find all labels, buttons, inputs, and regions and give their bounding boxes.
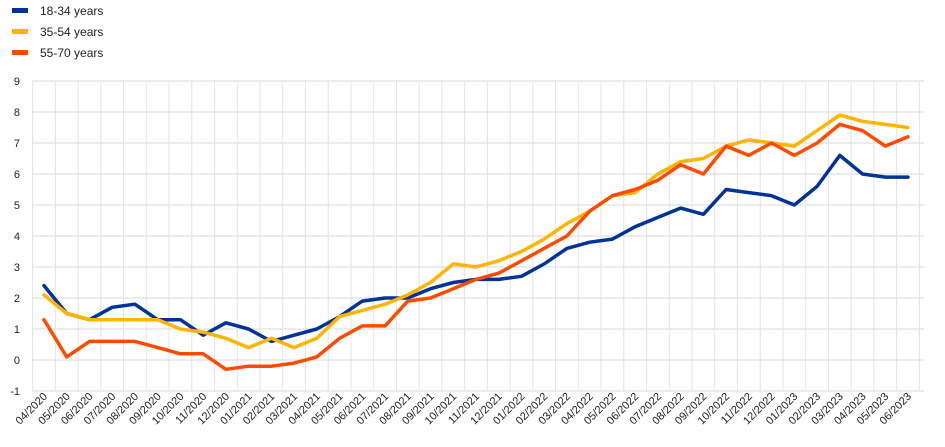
legend-swatch-55-70 <box>12 50 28 55</box>
legend-label-35-54: 35-54 years <box>40 24 104 39</box>
y-tick-label: 8 <box>14 107 20 119</box>
legend-swatch-18-34 <box>12 8 28 13</box>
legend: 18-34 years 35-54 years 55-70 years <box>12 0 103 63</box>
y-tick-label: 5 <box>14 200 20 212</box>
y-tick-label: 7 <box>14 138 20 150</box>
legend-item-35-54: 35-54 years <box>12 21 103 42</box>
legend-item-18-34: 18-34 years <box>12 0 103 21</box>
y-axis-tick-labels: -1 0 1 2 3 4 5 6 7 8 9 <box>10 76 20 398</box>
y-tick-label: 4 <box>14 231 20 243</box>
y-tick-label: 0 <box>14 355 20 367</box>
y-tick-label: 9 <box>14 76 20 88</box>
y-tick-label: 3 <box>14 262 20 274</box>
x-axis-tick-labels: 04/202005/202006/202007/202008/202009/20… <box>14 391 915 428</box>
y-tick-label: 6 <box>14 169 20 181</box>
series-line-18-34-years <box>42 153 910 344</box>
y-tick-label: -1 <box>10 386 20 398</box>
series-line-55-70-years <box>42 122 910 372</box>
series-lines <box>42 113 910 372</box>
y-tick-label: 2 <box>14 293 20 305</box>
y-tick-label: 1 <box>14 324 20 336</box>
legend-item-55-70: 55-70 years <box>12 42 103 63</box>
legend-label-18-34: 18-34 years <box>40 3 104 18</box>
series-line-35-54-years <box>42 113 910 350</box>
gridlines <box>32 80 924 392</box>
legend-swatch-35-54 <box>12 29 28 34</box>
legend-label-55-70: 55-70 years <box>40 45 104 60</box>
